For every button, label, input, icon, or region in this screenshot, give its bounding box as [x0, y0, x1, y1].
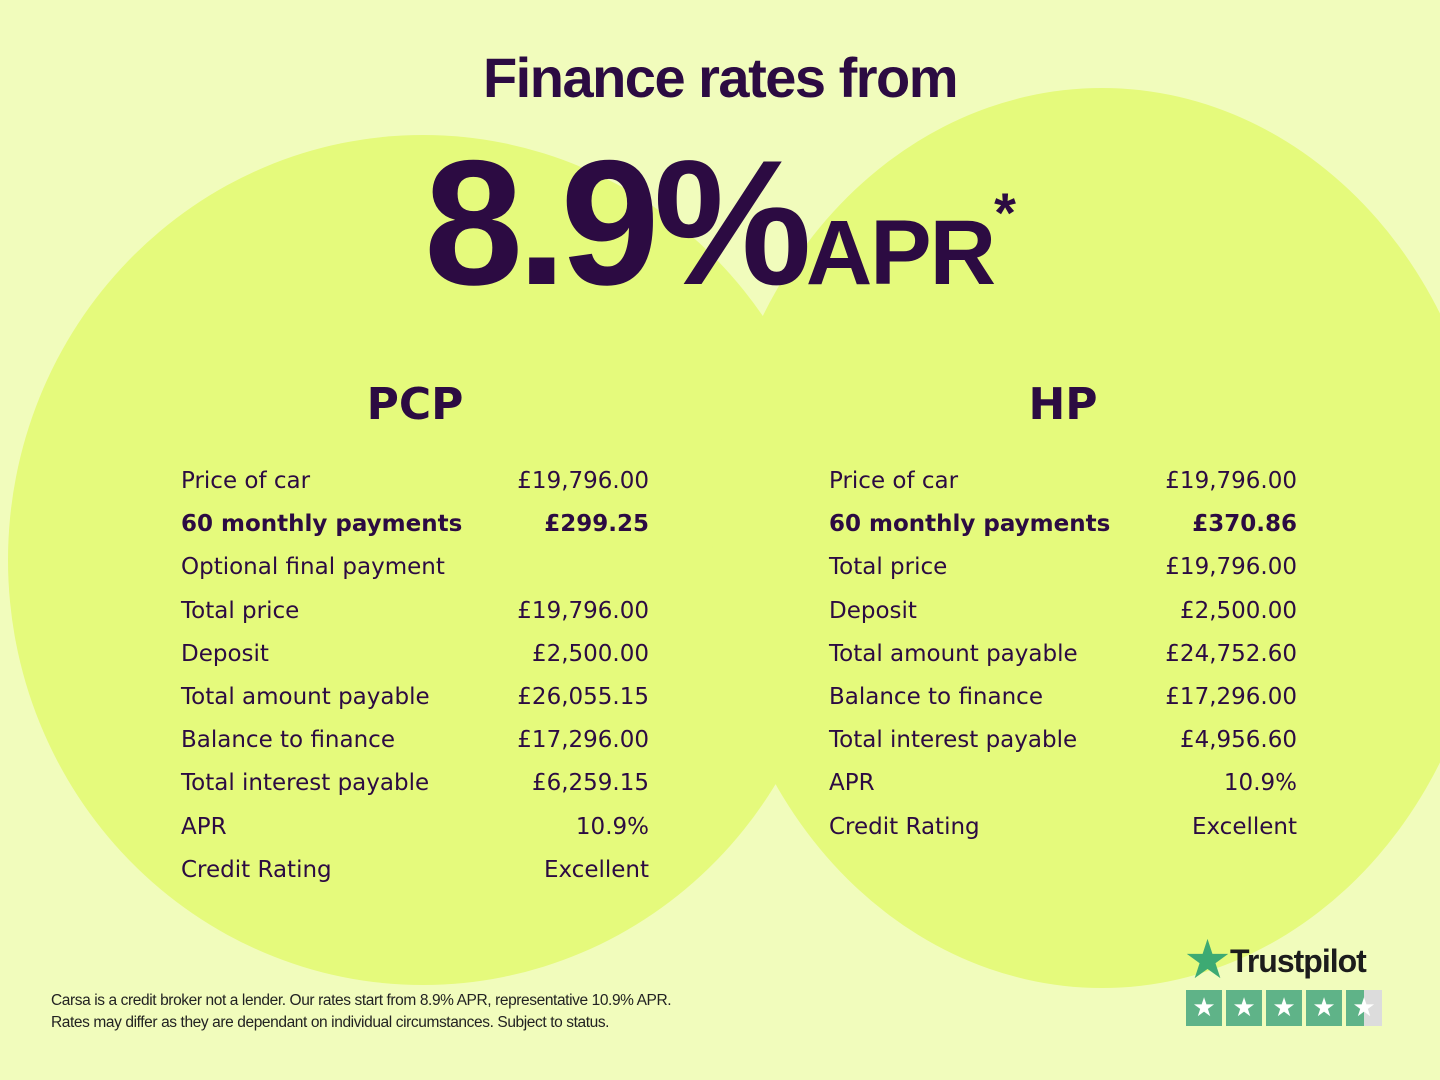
background-circle-left — [8, 135, 838, 985]
row-label: Deposit — [181, 640, 269, 667]
rate-display: 8.9%APR* — [0, 120, 1440, 325]
rating-star-icon: ★ — [1186, 990, 1222, 1026]
row-value: £2,500.00 — [1179, 597, 1297, 624]
row-value: £4,956.60 — [1179, 727, 1297, 754]
table-row: Price of car £19,796.00 — [181, 460, 649, 503]
disclaimer: Carsa is a credit broker not a lender. O… — [51, 990, 672, 1034]
row-label: Price of car — [181, 468, 311, 494]
row-label: 60 monthly payments — [829, 511, 1111, 538]
row-label: 60 monthly payments — [181, 511, 463, 538]
row-label: Price of car — [829, 468, 959, 494]
rating-star-icon: ★ — [1346, 990, 1382, 1026]
rating-star-icon: ★ — [1226, 990, 1262, 1026]
table-row: Deposit £2,500.00 — [181, 633, 649, 676]
table-row: Optional final payment — [181, 546, 649, 589]
pcp-title: PCP — [366, 379, 464, 430]
row-value: £370.86 — [1192, 511, 1297, 538]
table-row: 60 monthly payments £370.86 — [829, 503, 1297, 546]
row-label: Credit Rating — [181, 856, 332, 883]
table-row: APR 10.9% — [829, 762, 1297, 805]
rating-star-icon: ★ — [1266, 990, 1302, 1026]
row-label: Total price — [829, 554, 948, 581]
star-icon: ★ — [1186, 934, 1229, 987]
table-row: Total interest payable £6,259.15 — [181, 762, 649, 805]
rate-value: 8.9% — [424, 123, 812, 322]
rating-star-icon: ★ — [1306, 990, 1342, 1026]
table-row: Total interest payable £4,956.60 — [829, 719, 1297, 762]
trustpilot-logo: ★ Trustpilot — [1186, 936, 1382, 986]
hp-title: HP — [1028, 379, 1098, 430]
table-row: Balance to finance £17,296.00 — [181, 719, 649, 762]
trustpilot-name: Trustpilot — [1230, 942, 1367, 979]
row-value: 10.9% — [575, 813, 649, 840]
row-value: £6,259.15 — [531, 770, 649, 797]
row-value: £19,796.00 — [1165, 554, 1297, 581]
row-value: £24,752.60 — [1165, 640, 1297, 667]
row-label: Balance to finance — [181, 727, 395, 754]
table-row: Price of car £19,796.00 — [829, 460, 1297, 503]
background-circle-right — [712, 88, 1440, 988]
row-label: Total interest payable — [181, 770, 430, 797]
row-value: £26,055.15 — [517, 683, 649, 710]
table-row: Total price £19,796.00 — [181, 590, 649, 633]
row-label: Optional final payment — [181, 554, 445, 581]
disclaimer-line-1: Carsa is a credit broker not a lender. O… — [51, 992, 672, 1009]
row-label: APR — [829, 770, 875, 797]
row-value: £2,500.00 — [531, 640, 649, 667]
pcp-table: PCP Price of car £19,796.00 60 monthly pay… — [181, 380, 649, 892]
row-label: Balance to finance — [829, 683, 1043, 710]
trustpilot-badge: ★ Trustpilot ★ ★ ★ ★ ★ — [1186, 936, 1382, 1026]
row-label: Total amount payable — [829, 640, 1078, 667]
table-row: Total price £19,796.00 — [829, 546, 1297, 589]
table-row: Deposit £2,500.00 — [829, 590, 1297, 633]
trustpilot-rating: ★ ★ ★ ★ ★ — [1186, 990, 1382, 1026]
row-label: APR — [181, 813, 227, 840]
row-value: £19,796.00 — [1165, 468, 1297, 494]
row-value: 10.9% — [1223, 770, 1297, 797]
row-label: Deposit — [829, 597, 917, 624]
table-row: Credit Rating Excellent — [181, 849, 649, 892]
table-row: 60 monthly payments £299.25 — [181, 503, 649, 546]
table-row: Balance to finance £17,296.00 — [829, 676, 1297, 719]
row-value: £19,796.00 — [517, 468, 649, 494]
headline: Finance rates from — [482, 46, 959, 109]
row-value: Excellent — [1191, 813, 1297, 840]
table-row: Total amount payable £26,055.15 — [181, 676, 649, 719]
row-value: £17,296.00 — [1165, 683, 1297, 710]
row-value: Excellent — [543, 856, 649, 883]
table-row: Credit Rating Excellent — [829, 806, 1297, 849]
row-label: Total price — [181, 597, 300, 624]
table-row: APR 10.9% — [181, 806, 649, 849]
rate-suffix: APR — [805, 202, 996, 304]
row-value: £299.25 — [544, 511, 649, 538]
row-value: £19,796.00 — [517, 597, 649, 624]
row-value: £17,296.00 — [517, 727, 649, 754]
row-label: Credit Rating — [829, 813, 980, 840]
asterisk: * — [994, 181, 1016, 244]
disclaimer-line-2: Rates may differ as they are dependant o… — [51, 1014, 610, 1031]
row-label: Total interest payable — [829, 727, 1078, 754]
row-label: Total amount payable — [181, 683, 430, 710]
hp-table: HP Price of car £19,796.00 60 monthly paym… — [829, 380, 1297, 849]
table-row: Total amount payable £24,752.60 — [829, 633, 1297, 676]
